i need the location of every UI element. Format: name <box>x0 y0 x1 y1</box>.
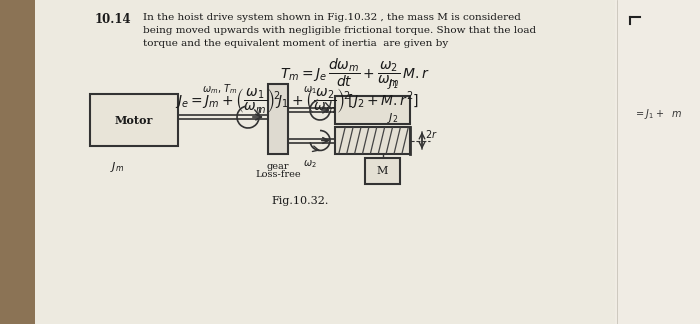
Bar <box>365 158 400 184</box>
Text: 10.14: 10.14 <box>95 13 132 26</box>
Text: In the hoist drive system shown in Fig.10.32 , the mass M is considered: In the hoist drive system shown in Fig.1… <box>143 13 521 22</box>
Text: $J_1$: $J_1$ <box>387 77 398 91</box>
Text: $J_m$: $J_m$ <box>110 160 124 174</box>
Text: $J_e = J_m + \left(\dfrac{\omega_1}{\omega_m}\right)^{\!2}\!J_1 + \left(\dfrac{\: $J_e = J_m + \left(\dfrac{\omega_1}{\ome… <box>175 87 419 116</box>
Text: $2r$: $2r$ <box>425 128 438 140</box>
Text: $T_m = J_e\,\dfrac{d\omega_m}{dt} + \dfrac{\omega_2}{\omega_m}\,M.r$: $T_m = J_e\,\dfrac{d\omega_m}{dt} + \dfr… <box>280 56 430 89</box>
Text: torque and the equivalent moment of inertia  are given by: torque and the equivalent moment of iner… <box>143 39 448 48</box>
Text: Fig.10.32.: Fig.10.32. <box>272 196 329 206</box>
Bar <box>268 84 288 154</box>
Text: $= J_1 +$  $m$: $= J_1 +$ $m$ <box>634 107 682 121</box>
Text: Motor: Motor <box>115 114 153 125</box>
Text: being moved upwards with negligible frictional torque. Show that the load: being moved upwards with negligible fric… <box>143 26 536 35</box>
Text: M: M <box>377 166 389 176</box>
Text: $\omega_1$: $\omega_1$ <box>303 84 317 96</box>
Text: $\omega_2$: $\omega_2$ <box>303 158 317 170</box>
Bar <box>335 127 410 154</box>
Bar <box>0 0 35 324</box>
Text: gear: gear <box>267 162 289 171</box>
Text: $J_2$: $J_2$ <box>387 111 398 125</box>
Bar <box>90 94 178 146</box>
Bar <box>615 0 700 324</box>
Text: $\omega_m,\,T_m$: $\omega_m,\,T_m$ <box>202 82 238 96</box>
Bar <box>335 96 410 124</box>
Text: Loss-free: Loss-free <box>256 170 301 179</box>
Bar <box>35 0 615 324</box>
